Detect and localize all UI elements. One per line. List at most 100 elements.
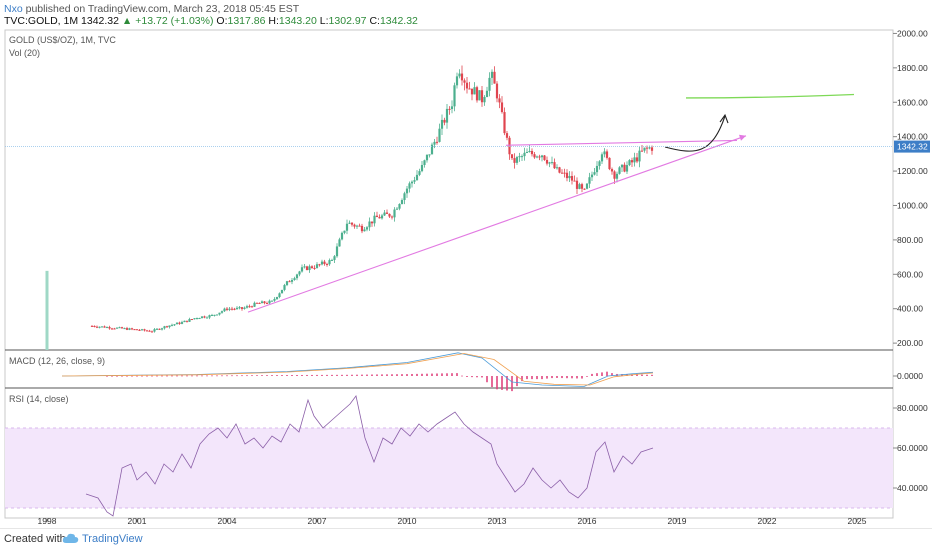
macd-histogram-bar <box>306 374 308 376</box>
x-axis-label: 2001 <box>128 516 147 526</box>
macd-histogram-bar <box>526 376 528 380</box>
candle-body <box>360 225 364 232</box>
price-axis-label: 1800.00 <box>897 63 928 73</box>
macd-histogram-bar <box>176 375 178 377</box>
high-value: 1343.20 <box>278 15 317 27</box>
macd-histogram-bar <box>256 375 258 376</box>
price-axis-label: 1200.00 <box>897 166 928 176</box>
candle-body <box>128 328 131 330</box>
last-price: 1342.32 <box>81 15 119 27</box>
candle-body <box>293 278 296 280</box>
candle-body <box>300 267 304 272</box>
candle-body <box>150 331 154 333</box>
candle-body <box>385 212 389 214</box>
candle-body <box>175 322 179 325</box>
candle-body <box>145 330 149 332</box>
last-price-badge <box>894 140 930 153</box>
rsi-band <box>5 428 893 508</box>
author-link[interactable]: Nxo <box>4 3 23 15</box>
candle-body <box>350 222 354 225</box>
candle-body <box>305 266 309 271</box>
close-value: 1342.32 <box>379 15 418 27</box>
candle-body <box>285 281 289 286</box>
chart-canvas[interactable]: GOLD (US$/OZ), 1M, TVC Vol (20) 200.00 400.… <box>0 0 932 528</box>
candle-body <box>620 164 624 168</box>
candle-body <box>573 180 576 182</box>
macd-histogram-bar <box>396 374 398 376</box>
macd-histogram-bar <box>501 376 503 390</box>
candle-body <box>265 303 269 305</box>
macd-histogram-bar <box>376 374 378 376</box>
candle-body <box>515 157 519 163</box>
candle-body <box>273 298 276 301</box>
macd-histogram-bar <box>536 376 538 380</box>
candle-body <box>610 169 614 172</box>
macd-histogram-bar <box>151 375 153 377</box>
x-axis-label: 2022 <box>758 516 777 526</box>
macd-histogram-bar <box>461 375 463 377</box>
macd-histogram-bar <box>416 373 418 376</box>
projection-arrowhead <box>719 113 729 124</box>
candle-body <box>168 325 171 328</box>
candle-body <box>495 83 499 99</box>
candle-body <box>165 326 169 328</box>
candle-body <box>340 232 344 240</box>
macd-histogram-bar <box>651 374 653 376</box>
candle-body <box>460 73 464 81</box>
macd-histogram-bar <box>141 375 143 377</box>
macd-histogram-bar <box>291 375 293 376</box>
candle-body <box>400 200 404 205</box>
candle-body <box>323 261 326 264</box>
candle-body <box>473 87 476 95</box>
candle-body <box>585 183 589 189</box>
candle-body <box>618 167 621 174</box>
macd-histogram-bar <box>131 375 133 377</box>
candle-body <box>353 224 356 227</box>
candle-body <box>183 320 186 323</box>
candle-body <box>538 156 541 158</box>
candle-body <box>555 167 559 169</box>
candle-body <box>498 98 501 103</box>
candle-body <box>490 71 494 78</box>
candle-body <box>565 172 569 179</box>
macd-histogram-bar <box>261 375 263 376</box>
macd-histogram-bar <box>126 375 128 377</box>
candle-body <box>463 80 466 83</box>
candle-body <box>425 154 429 161</box>
rsi-axis-label: 80.0000 <box>897 403 928 413</box>
target-line <box>685 93 855 99</box>
macd-histogram-bar <box>641 374 643 376</box>
macd-histogram-bar <box>146 375 148 377</box>
candle-body <box>410 181 414 184</box>
price-pane-title: GOLD (US$/OZ), 1M, TVC <box>9 35 116 45</box>
x-axis-label: 1998 <box>38 516 57 526</box>
x-axis-label: 2013 <box>488 516 507 526</box>
candle-body <box>110 328 114 330</box>
macd-histogram-bar <box>186 375 188 377</box>
candle-body <box>188 319 191 322</box>
tradingview-brand[interactable]: TradingView <box>82 533 143 545</box>
candle-body <box>510 154 514 159</box>
candle-body <box>393 209 396 218</box>
macd-histogram-bar <box>366 374 368 376</box>
candle-body <box>420 164 424 172</box>
price-axis-label: 200.00 <box>897 338 923 348</box>
candle-body <box>335 246 339 257</box>
candle-body <box>253 302 256 307</box>
candle-body <box>375 215 379 218</box>
candle-body <box>363 229 366 232</box>
candle-body <box>575 180 579 189</box>
candle-body <box>170 324 174 326</box>
candle-body <box>280 289 284 294</box>
macd-histogram-bar <box>266 375 268 376</box>
macd-histogram-bar <box>196 375 198 377</box>
candle-body <box>438 128 441 142</box>
candle-body <box>633 157 636 163</box>
macd-histogram-bar <box>191 375 193 377</box>
candle-body <box>200 316 204 319</box>
candle-body <box>225 308 229 310</box>
macd-histogram-bar <box>311 374 313 376</box>
triangle-up-icon: ▲ <box>121 15 133 27</box>
candle-body <box>480 90 484 103</box>
candle-body <box>313 267 316 269</box>
